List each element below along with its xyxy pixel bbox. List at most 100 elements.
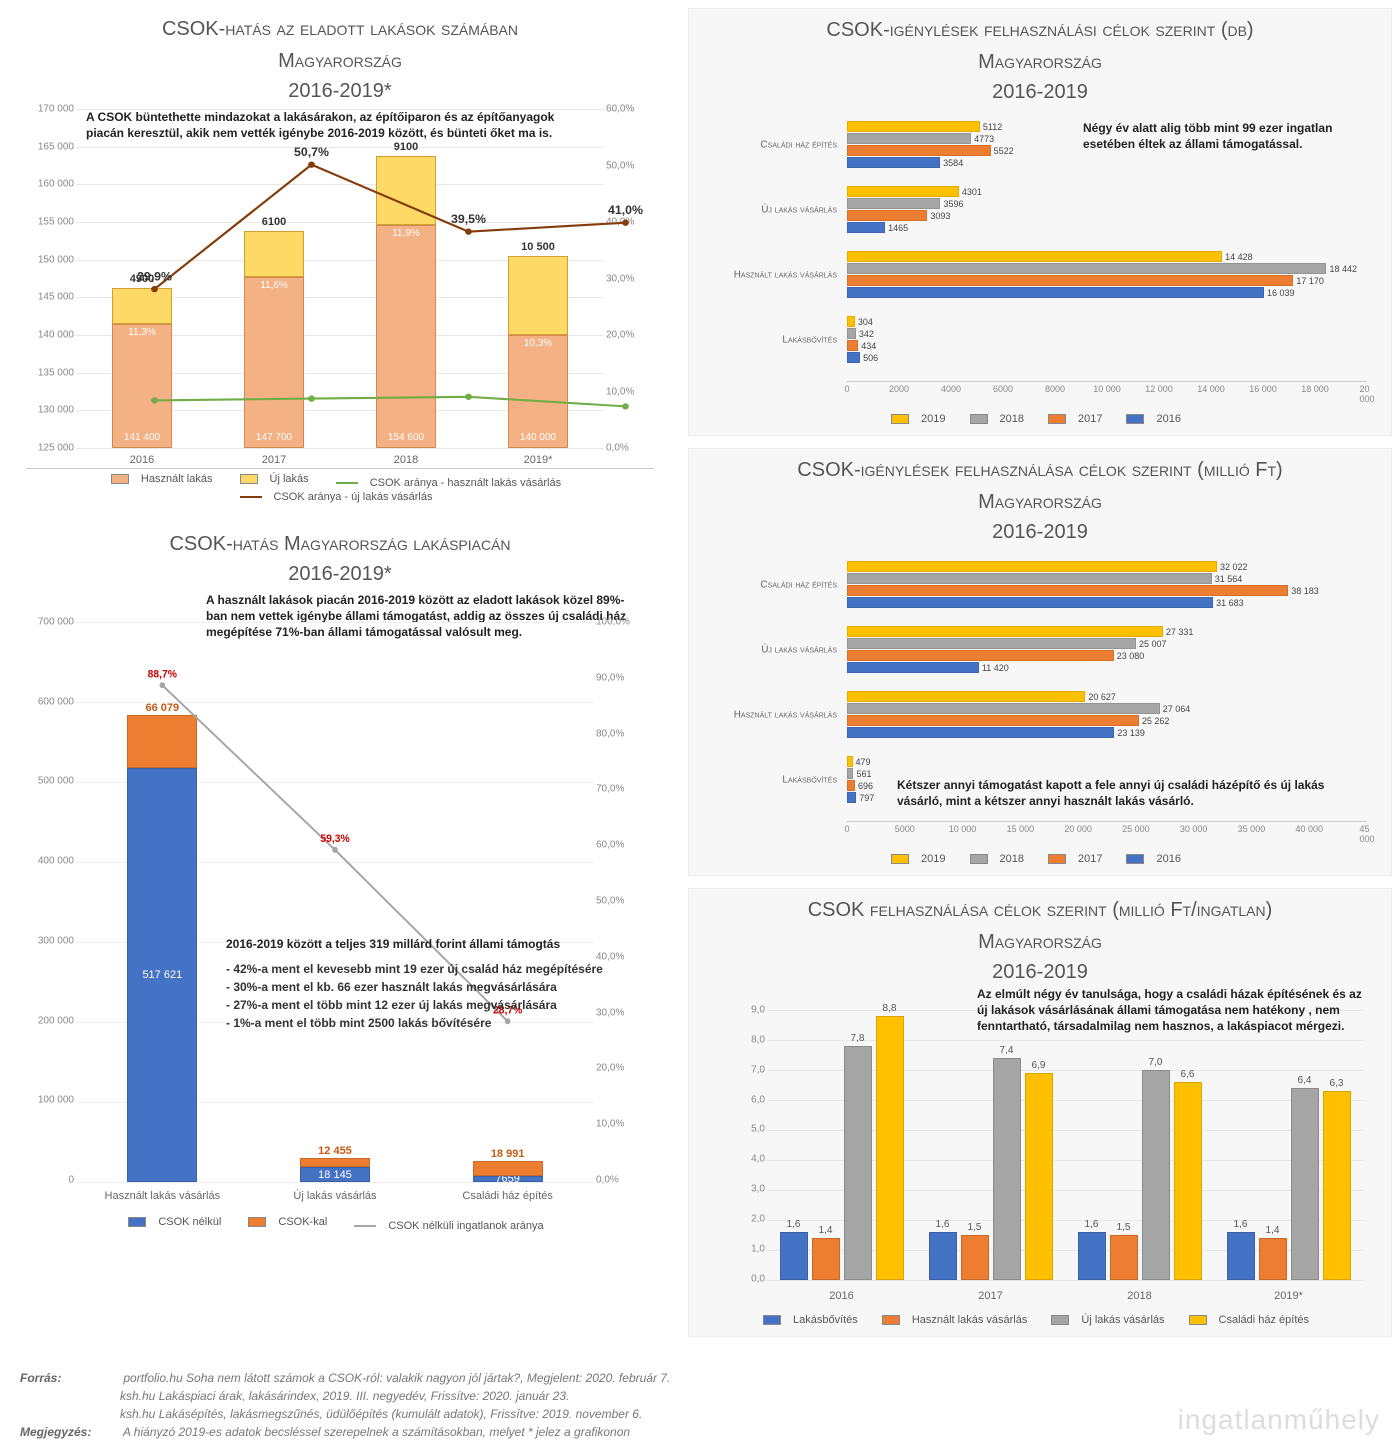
chart2-mid-title: 2016-2019 között a teljes 319 millárd fo… (226, 936, 644, 952)
chart4-title2: Magyarország (697, 489, 1383, 515)
hbar: 5522 (847, 145, 991, 156)
chart1-title-line1: CSOK-hatás az eladott lakások számában (16, 16, 664, 42)
hbar: 3093 (847, 210, 927, 221)
legend-item: Használt lakás vásárlás (912, 1314, 1028, 1326)
legend-item: Új lakás (270, 473, 309, 485)
hbar-category: Használt lakás vásárlás20 62727 06425 26… (847, 691, 1373, 738)
chart5-bar: 1,5 (961, 1235, 989, 1280)
chart5-bar: 7,0 (1142, 1070, 1170, 1280)
legend-item: Családi ház építés (1219, 1314, 1310, 1326)
legend-item: 2017 (1078, 853, 1102, 865)
legend-item: Új lakás vásárlás (1081, 1314, 1164, 1326)
legend-item: CSOK nélküli ingatlanok aránya (388, 1220, 543, 1232)
chart1-bar-group: 11,3% 141 400 4900 2016 (102, 109, 182, 448)
chart2-bullet: - 30%-a ment el kb. 66 ezer használt lak… (226, 978, 644, 996)
hbar: 561 (847, 768, 853, 779)
chart5-bar: 8,8 (876, 1016, 904, 1280)
hbar: 32 022 (847, 561, 1217, 572)
chart3-title3: 2016-2019 (697, 81, 1383, 104)
chart5-bar: 1,4 (812, 1238, 840, 1280)
hbar: 342 (847, 328, 856, 339)
chart1-legend: Használt lakás Új lakás CSOK aránya - ha… (16, 473, 664, 503)
chart2-bar-group: 18 145 12 455 Új lakás vásárlás (275, 622, 395, 1182)
legend-item: Használt lakás (141, 473, 213, 485)
chart5-title2: Magyarország (697, 929, 1383, 955)
chart5-bar: 1,5 (1110, 1235, 1138, 1280)
hbar: 434 (847, 340, 858, 351)
hbar: 27 331 (847, 626, 1163, 637)
chart2-bar-group: 517 621 66 079 Használt lakás vásárlás (102, 622, 222, 1182)
chart2-bullet: - 27%-a ment el több mint 12 ezer új lak… (226, 996, 644, 1014)
legend-item: Lakásbővítés (793, 1314, 858, 1326)
chart5-bar: 1,6 (1078, 1232, 1106, 1280)
chart5-bar: 1,6 (929, 1232, 957, 1280)
chart2-bar-group: 7659 18 991 Családi ház építés (448, 622, 568, 1182)
chart2-title-line1: CSOK-hatás Magyarország lakáspiacán (16, 531, 664, 557)
chart3-annotation: Négy év alatt alig több mint 99 ezer ing… (1083, 120, 1363, 152)
chart4-title3: 2016-2019 (697, 521, 1383, 544)
chart1-bar-group: 10,3% 140 000 10 500 2019* (498, 109, 578, 448)
hbar: 3584 (847, 157, 940, 168)
hbar: 3596 (847, 198, 940, 209)
legend-item: CSOK-kal (278, 1216, 327, 1228)
hbar: 20 627 (847, 691, 1085, 702)
chart4-annotation: Kétszer annyi támogatást kapott a fele a… (897, 777, 1363, 809)
hbar: 4301 (847, 186, 959, 197)
source-line: ksh.hu Lakáspiaci árak, lakásárindex, 20… (20, 1387, 1178, 1405)
chart5-bar: 1,6 (780, 1232, 808, 1280)
right-column: CSOK-igénylések felhasználási célok szer… (680, 0, 1400, 1357)
legend-item: 2019 (921, 853, 945, 865)
legend-item: 2019 (921, 413, 945, 425)
chart5-annotation: Az elmúlt négy év tanulsága, hogy a csal… (977, 986, 1363, 1035)
chart1-title-line2: Magyarország (16, 48, 664, 74)
hbar: 38 183 (847, 585, 1288, 596)
chart2-bullet: - 1%-a ment el több mint 2500 lakás bőví… (226, 1014, 644, 1032)
chart5-bar-group: 1,61,57,06,62018 (1078, 1010, 1202, 1280)
hbar-category: Új lakás vásárlás4301359630931465 (847, 186, 1373, 233)
chart5-title3: 2016-2019 (697, 961, 1383, 984)
chart3-title2: Magyarország (697, 49, 1383, 75)
hbar: 1465 (847, 222, 885, 233)
note-label: Megjegyzés: (20, 1423, 120, 1441)
hbar: 16 039 (847, 287, 1264, 298)
chart5-bar: 6,4 (1291, 1088, 1319, 1280)
hbar: 5112 (847, 121, 980, 132)
note-text: A hiányzó 2019-es adatok becsléssel szer… (123, 1425, 630, 1439)
chart5-bar-group: 1,61,47,88,82016 (780, 1010, 904, 1280)
legend-item: 2018 (1000, 853, 1024, 865)
chart1-annotation: A CSOK büntethette mindazokat a lakására… (86, 109, 594, 141)
chart2-panel: CSOK-hatás Magyarország lakáspiacán 2016… (8, 523, 672, 1240)
chart4-legend: 2019 2018 2017 2016 (697, 853, 1383, 867)
hbar: 4773 (847, 133, 971, 144)
chart3-plot: Családi ház építés5112477355223584 Új la… (697, 110, 1383, 409)
chart5-bar: 1,4 (1259, 1238, 1287, 1280)
hbar: 506 (847, 352, 860, 363)
hbar: 23 080 (847, 650, 1114, 661)
chart1-bar-group: 11,9% 154 600 9100 2018 (366, 109, 446, 448)
footer: Forrás: portfolio.hu Soha nem látott szá… (0, 1357, 1400, 1453)
chart3-panel: CSOK-igénylések felhasználási célok szer… (688, 8, 1392, 436)
hbar-category: Családi ház építés32 02231 56438 18331 6… (847, 561, 1373, 608)
chart2-title-line2: 2016-2019* (16, 563, 664, 586)
hbar: 14 428 (847, 251, 1222, 262)
chart1-panel: CSOK-hatás az eladott lakások számában M… (8, 8, 672, 511)
chart5-panel: CSOK felhasználása célok szerint (millió… (688, 888, 1392, 1337)
chart2-plot: A használt lakások piacán 2016-2019 közö… (26, 592, 654, 1212)
chart5-bar-group: 1,61,57,46,92017 (929, 1010, 1053, 1280)
chart2-annotation-mid: 2016-2019 között a teljes 319 millárd fo… (226, 936, 644, 1032)
chart4-panel: CSOK-igénylések felhasználása célok szer… (688, 448, 1392, 876)
chart1-plot: A CSOK büntethette mindazokat a lakására… (26, 109, 654, 469)
chart1-bar-group: 11,6% 147 700 6100 2017 (234, 109, 314, 448)
chart5-bar: 7,8 (844, 1046, 872, 1280)
legend-item: 2016 (1156, 853, 1180, 865)
source-line: ksh.hu Lakásépítés, lakásmegszűnés, üdül… (20, 1405, 1178, 1423)
chart5-title1: CSOK felhasználása célok szerint (millió… (697, 897, 1383, 923)
legend-item: 2016 (1156, 413, 1180, 425)
hbar-category: Használt lakás vásárlás14 42818 44217 17… (847, 251, 1373, 298)
svg-text:41,0%: 41,0% (608, 204, 643, 218)
hbar: 25 007 (847, 638, 1136, 649)
dashboard: CSOK-hatás az eladott lakások számában M… (0, 0, 1400, 1453)
legend-item: CSOK aránya - új lakás vásárlás (274, 491, 433, 503)
chart5-plot: Az elmúlt négy év tanulsága, hogy a csal… (737, 990, 1363, 1310)
hbar: 18 442 (847, 263, 1326, 274)
